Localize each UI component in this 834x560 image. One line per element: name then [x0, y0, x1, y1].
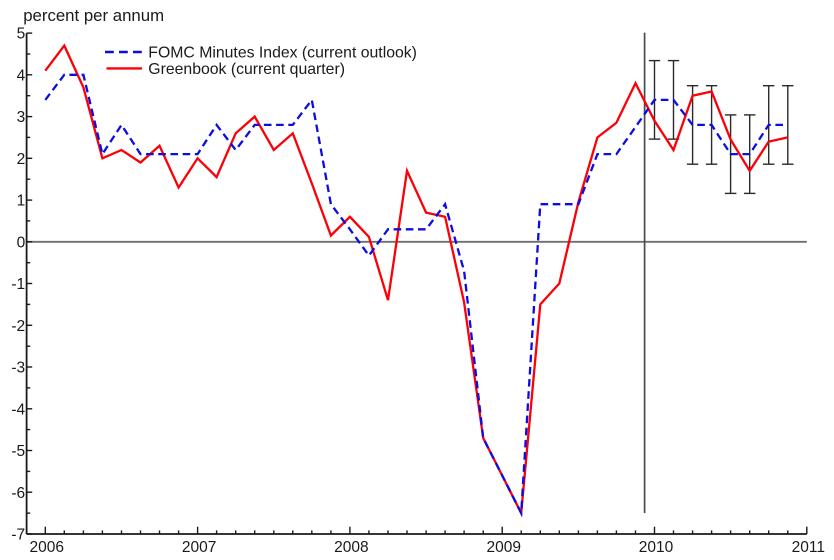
svg-text:4: 4 — [17, 67, 26, 84]
svg-text:FOMC Minutes Index (current ou: FOMC Minutes Index (current outlook) — [148, 45, 417, 62]
svg-text:3: 3 — [17, 109, 26, 126]
svg-text:2011: 2011 — [792, 539, 825, 556]
svg-text:-3: -3 — [11, 360, 25, 377]
svg-text:2009: 2009 — [486, 539, 520, 556]
svg-text:-7: -7 — [11, 527, 25, 544]
svg-text:0: 0 — [17, 234, 26, 251]
svg-text:-2: -2 — [11, 318, 25, 335]
svg-text:Greenbook (current quarter): Greenbook (current quarter) — [148, 61, 345, 78]
svg-text:percent per annum: percent per annum — [23, 6, 164, 25]
svg-text:2: 2 — [17, 151, 26, 168]
svg-text:2008: 2008 — [334, 539, 368, 556]
svg-text:2007: 2007 — [182, 539, 216, 556]
svg-text:-6: -6 — [11, 485, 25, 502]
svg-text:-5: -5 — [11, 443, 25, 460]
svg-text:-4: -4 — [11, 401, 25, 418]
svg-text:-1: -1 — [11, 276, 25, 293]
svg-text:5: 5 — [17, 26, 26, 43]
svg-text:1: 1 — [17, 193, 26, 210]
svg-text:2010: 2010 — [639, 539, 674, 556]
svg-text:2006: 2006 — [30, 539, 64, 556]
